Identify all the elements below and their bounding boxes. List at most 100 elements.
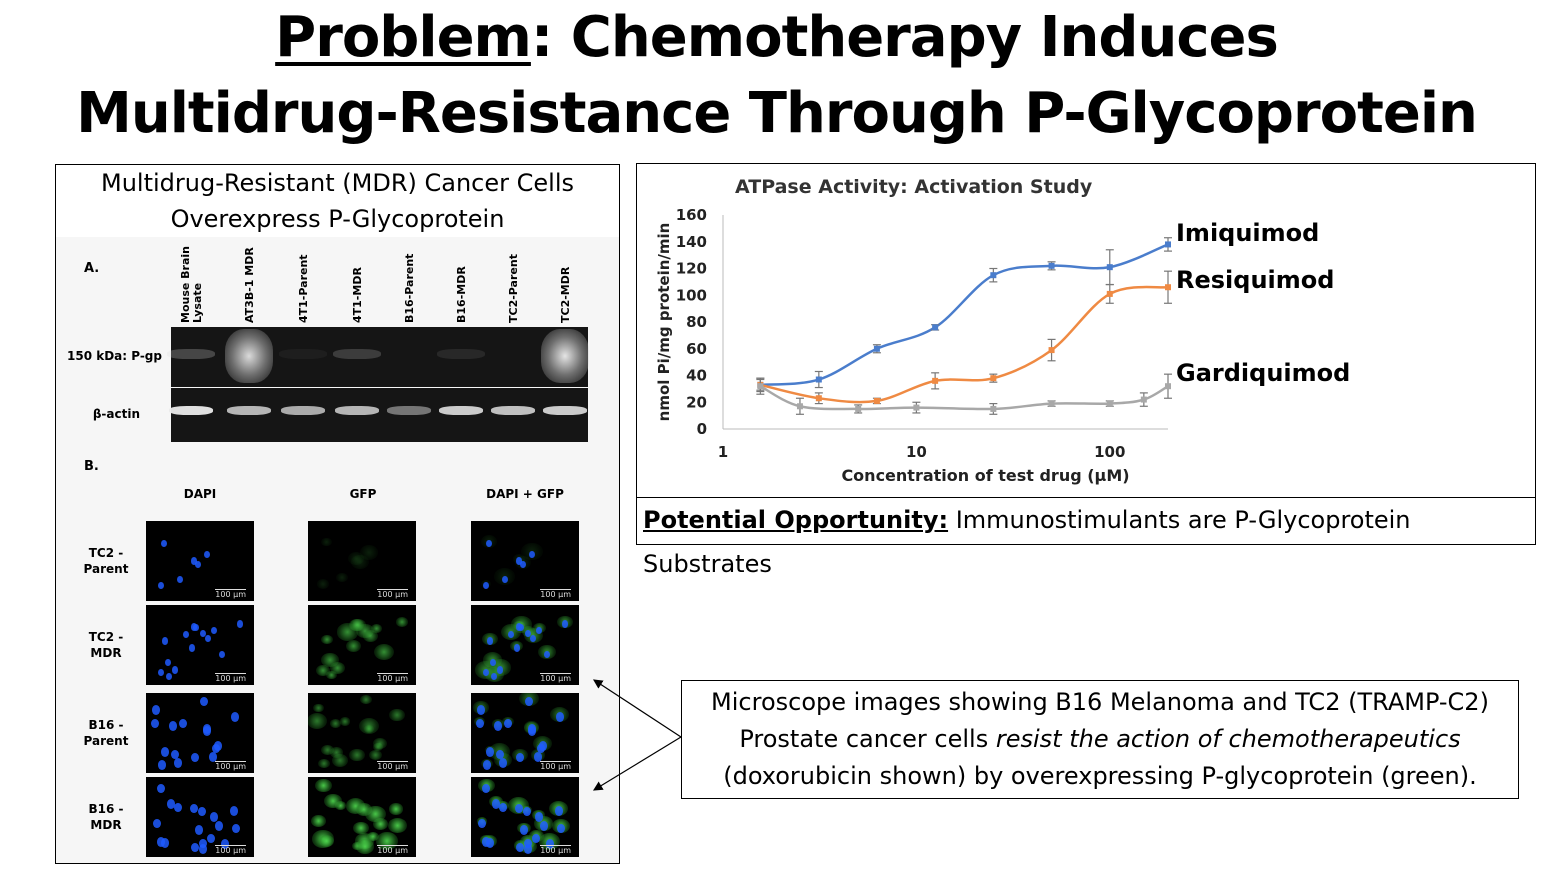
scale-bar-label: 100 µm [215,845,246,855]
gfp-cell [388,803,403,815]
title-line1-rest: : Chemotherapy Induces [530,5,1279,70]
atpase-activation-chart: ATPase Activity: Activation Study 0 20 40 60… [655,176,1350,485]
micrograph: 100 µm [471,777,579,857]
dapi-nucleus [519,825,528,835]
scale-bar-label: 100 µm [540,589,571,599]
scale-bar-label: 100 µm [540,761,571,771]
data-point [1140,396,1147,403]
dapi-nucleus [166,673,173,681]
micrograph: 100 µm [146,777,254,857]
gfp-cell [349,748,366,762]
mdr-header-line2: Overexpress P-Glycoprotein [170,205,505,233]
dapi-nucleus [477,818,486,829]
lane-label: 4T1-MDR [351,267,364,323]
dapi-nucleus [158,760,167,770]
gfp-cell [320,537,332,547]
data-point [990,272,997,279]
gfp-cell [318,758,330,768]
dapi-nucleus [520,561,527,569]
pgp-band [541,329,589,383]
dapi-nucleus [507,631,514,639]
dapi-nucleus [207,833,216,844]
micrograph: 100 µm [146,605,254,685]
mdr-panel-header: Multidrug-Resistant (MDR) Cancer Cells O… [56,165,619,238]
series-line [760,285,1169,404]
gfp-cell [395,617,409,628]
gfp-cell [329,719,341,729]
pgp-band [333,349,381,359]
gfp-cell [334,801,346,810]
gfp-cell [320,744,334,756]
gfp-cell [329,661,346,674]
lane-label: TC2-Parent [507,254,520,323]
dapi-nucleus [188,644,195,652]
dapi-nucleus [545,839,554,849]
dapi-nucleus [161,540,168,548]
actin-band [227,406,271,415]
dapi-nucleus [152,818,161,829]
microscope-description-box: Microscope images showing B16 Melanoma a… [681,680,1519,799]
pgp-band [225,329,273,383]
gfp-cell [374,644,395,661]
dapi-nucleus [193,623,200,631]
dapi-nucleus [524,696,533,707]
y-tick-label: 60 [686,340,707,358]
actin-band [169,406,213,415]
dapi-nucleus [491,673,498,681]
data-point [873,345,880,352]
dapi-nucleus [494,720,503,731]
dapi-nucleus [191,842,200,853]
scale-bar-label: 100 µm [215,589,246,599]
dapi-nucleus [483,582,490,590]
x-tick-label: 100 [1094,443,1125,461]
dapi-nucleus [497,666,504,674]
micro-row-label: TC2 - MDR [88,630,124,660]
micrograph: 100 µm [146,521,254,601]
y-tick-label: 120 [676,260,707,278]
gfp-cell [356,839,374,854]
gfp-cell [367,831,380,842]
dapi-nucleus [211,626,218,634]
dapi-nucleus [523,838,532,849]
gfp-cell [363,724,375,734]
dapi-nucleus [230,712,239,723]
western-blot-actin [171,388,588,442]
data-point [855,405,862,412]
data-point [1048,262,1055,269]
dapi-nucleus [475,718,484,729]
gfp-cell [329,747,344,758]
gfp-cell [312,703,324,713]
y-tick-label: 140 [676,233,707,251]
gfp-cell [372,737,387,750]
data-point [1165,284,1171,291]
description-line2: Prostate cancer cells resist the action … [682,721,1518,758]
actin-band [439,406,483,415]
lane-label: Mouse Brain Lysate [179,245,204,323]
dapi-nucleus [182,631,189,639]
description-line2-italic: resist the action of chemotherapeutics [995,725,1461,753]
dapi-nucleus [529,551,536,559]
western-blot-and-microscopy-figure: A. B. 150 kDa: P-gp β-actin DAPI GFP DAP… [56,237,619,863]
lane-label: TC2-MDR [559,266,572,323]
blot-row-label-pgp: 150 kDa: P-gp [67,349,162,363]
data-point [1048,347,1055,354]
data-point [913,404,920,411]
dapi-nucleus [530,634,537,642]
micrograph: 100 µm [471,693,579,773]
dapi-nucleus [202,725,211,736]
pgp-band [385,349,433,359]
micrograph: 100 µm [471,605,579,685]
pgp-band [437,349,485,359]
section-b-label: B. [84,459,99,474]
caption-bold-label: Potential Opportunity: [643,506,949,534]
micrograph: 100 µm [308,693,416,773]
dapi-nucleus [516,752,525,763]
mdr-header-line1: Multidrug-Resistant (MDR) Cancer Cells [101,169,574,197]
dapi-nucleus [191,752,200,763]
gfp-cell [339,717,351,726]
dapi-nucleus [174,802,183,813]
dapi-nucleus [189,803,198,814]
micrograph: 100 µm [308,777,416,857]
dapi-nucleus [518,623,525,631]
dapi-nucleus [483,669,490,677]
